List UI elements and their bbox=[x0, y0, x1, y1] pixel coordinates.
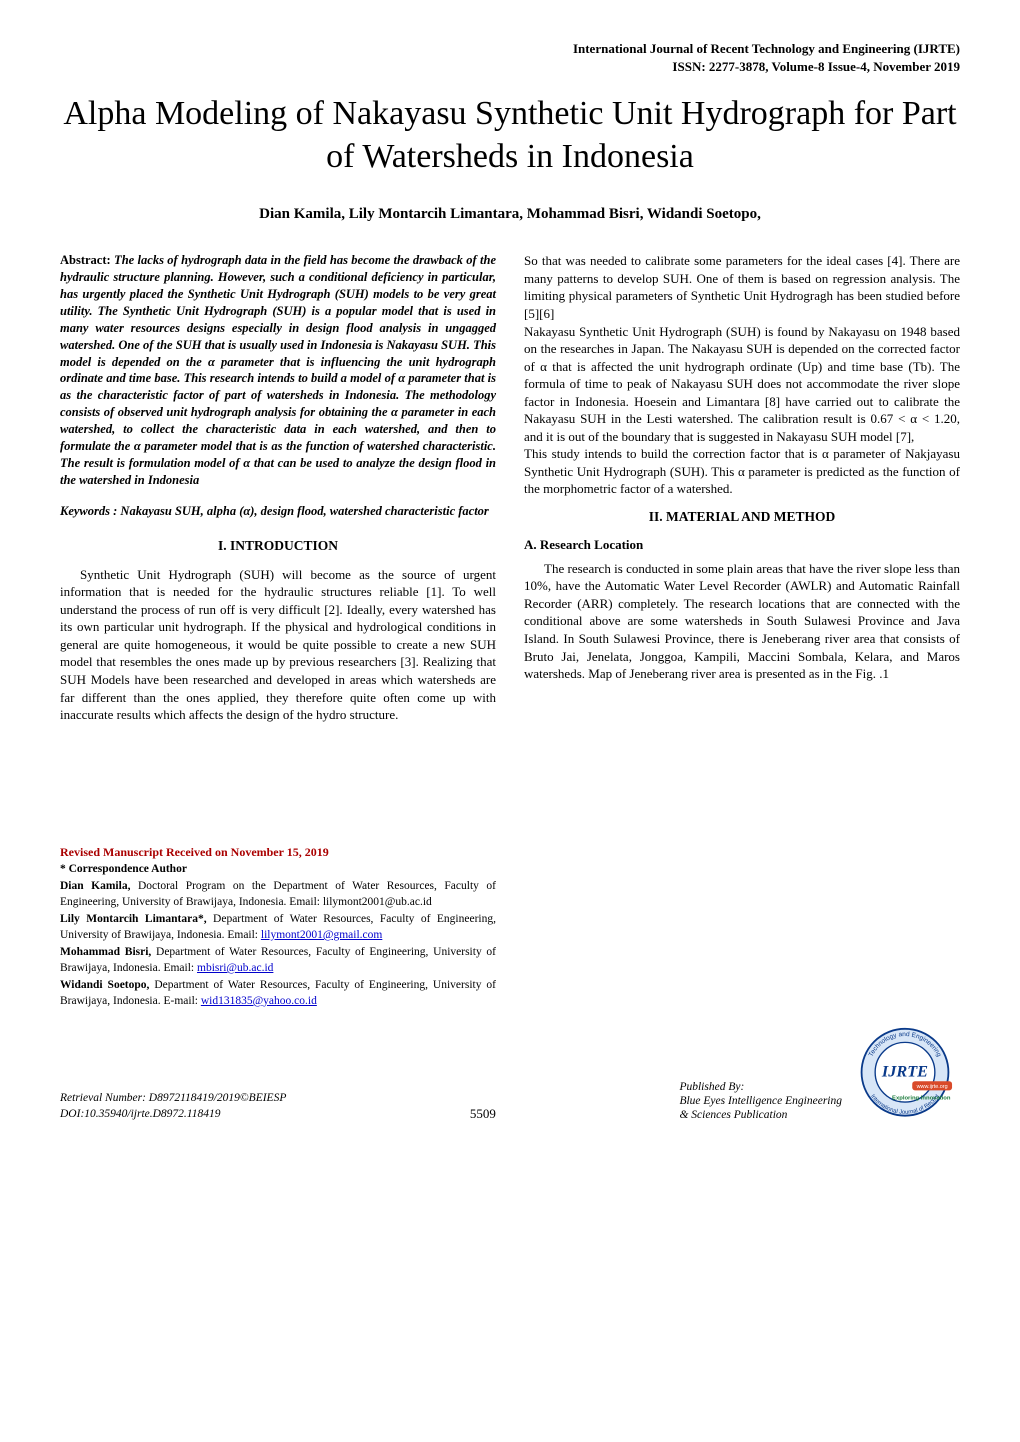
published-by: Published By: Blue Eyes Intelligence Eng… bbox=[679, 1081, 842, 1122]
author-name: Widandi Soetopo, bbox=[60, 979, 149, 991]
logo-text: IJRTE bbox=[881, 1062, 928, 1081]
publisher-line-2: & Sciences Publication bbox=[679, 1109, 842, 1123]
author-name: Dian Kamila, bbox=[60, 880, 130, 892]
page-number: 5509 bbox=[470, 1105, 496, 1123]
ijrte-logo-icon: Technology and Engineering International… bbox=[850, 1027, 960, 1122]
retrieval-number: Retrieval Number: D8972118419/2019©BEIES… bbox=[60, 1091, 286, 1107]
journal-name: International Journal of Recent Technolo… bbox=[60, 40, 960, 58]
publisher-line-1: Blue Eyes Intelligence Engineering bbox=[679, 1095, 842, 1109]
paper-title: Alpha Modeling of Nakayasu Synthetic Uni… bbox=[60, 93, 960, 178]
keywords-label: Keywords : bbox=[60, 504, 117, 518]
section-method-head: II. MATERIAL AND METHOD bbox=[524, 508, 960, 526]
page-footer: Retrieval Number: D8972118419/2019©BEIES… bbox=[60, 1027, 960, 1122]
keywords-text: Nakayasu SUH, alpha (α), design flood, w… bbox=[117, 504, 489, 518]
intro-paragraph-1: Synthetic Unit Hydrograph (SUH) will bec… bbox=[60, 566, 496, 724]
subsection-research-location: A. Research Location bbox=[524, 536, 960, 554]
author-email-link[interactable]: wid131835@yahoo.co.id bbox=[201, 995, 317, 1007]
right-paragraph-2: Nakayasu Synthetic Unit Hydrograph (SUH)… bbox=[524, 323, 960, 446]
journal-issn: ISSN: 2277-3878, Volume-8 Issue-4, Novem… bbox=[60, 58, 960, 76]
abstract-block: Abstract: The lacks of hydrograph data i… bbox=[60, 252, 496, 488]
right-paragraph-1: So that was needed to calibrate some par… bbox=[524, 252, 960, 322]
right-paragraph-3: This study intends to build the correcti… bbox=[524, 445, 960, 498]
author-affiliation-2: Lily Montarcih Limantara*, Department of… bbox=[60, 912, 496, 943]
logo-url: www.ijrte.org bbox=[916, 1085, 948, 1091]
left-column: Abstract: The lacks of hydrograph data i… bbox=[60, 252, 496, 1009]
doi: DOI:10.35940/ijrte.D8972.118419 bbox=[60, 1107, 286, 1123]
keywords-block: Keywords : Nakayasu SUH, alpha (α), desi… bbox=[60, 503, 496, 520]
two-column-layout: Abstract: The lacks of hydrograph data i… bbox=[60, 252, 960, 1009]
author-email-link[interactable]: mbisri@ub.ac.id bbox=[197, 962, 273, 974]
authors-line: Dian Kamila, Lily Montarcih Limantara, M… bbox=[60, 204, 960, 224]
author-name: Lily Montarcih Limantara*, bbox=[60, 913, 207, 925]
revised-date: Revised Manuscript Received on November … bbox=[60, 844, 496, 860]
logo-subtitle: Exploring Innovation bbox=[892, 1096, 951, 1102]
author-affiliation-4: Widandi Soetopo, Department of Water Res… bbox=[60, 978, 496, 1009]
author-email-link[interactable]: lilymont2001@gmail.com bbox=[261, 929, 382, 941]
footer-right: Published By: Blue Eyes Intelligence Eng… bbox=[679, 1027, 960, 1122]
abstract-label: Abstract: bbox=[60, 253, 111, 267]
section-introduction-head: I. INTRODUCTION bbox=[60, 537, 496, 555]
method-paragraph-1: The research is conducted in some plain … bbox=[524, 560, 960, 683]
pubby-label: Published By: bbox=[679, 1081, 842, 1095]
abstract-text: The lacks of hydrograph data in the fiel… bbox=[60, 253, 496, 486]
correspondence-note: * Correspondence Author bbox=[60, 862, 496, 878]
author-name: Mohammad Bisri, bbox=[60, 946, 151, 958]
journal-header: International Journal of Recent Technolo… bbox=[60, 40, 960, 75]
right-column: So that was needed to calibrate some par… bbox=[524, 252, 960, 1009]
author-affiliation-3: Mohammad Bisri, Department of Water Reso… bbox=[60, 945, 496, 976]
author-affiliation-1: Dian Kamila, Doctoral Program on the Dep… bbox=[60, 879, 496, 910]
footer-left: Retrieval Number: D8972118419/2019©BEIES… bbox=[60, 1091, 286, 1122]
